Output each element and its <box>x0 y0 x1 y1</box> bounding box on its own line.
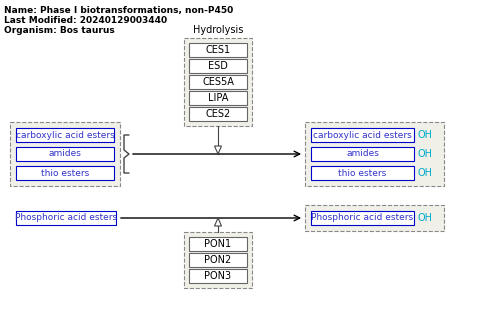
FancyBboxPatch shape <box>311 128 414 142</box>
Text: carboxylic acid esters: carboxylic acid esters <box>16 131 114 140</box>
FancyBboxPatch shape <box>305 122 444 186</box>
Text: Name: Phase I biotransformations, non-P450: Name: Phase I biotransformations, non-P4… <box>4 6 233 15</box>
Text: LIPA: LIPA <box>208 93 228 103</box>
FancyBboxPatch shape <box>311 166 414 180</box>
Text: amides: amides <box>346 150 379 158</box>
Text: thio esters: thio esters <box>338 168 386 177</box>
Text: Last Modified: 20240129003440: Last Modified: 20240129003440 <box>4 16 167 25</box>
Polygon shape <box>215 218 221 226</box>
FancyBboxPatch shape <box>305 205 444 231</box>
FancyBboxPatch shape <box>189 91 247 105</box>
FancyBboxPatch shape <box>184 232 252 288</box>
FancyBboxPatch shape <box>189 237 247 251</box>
Text: PON2: PON2 <box>204 255 232 265</box>
Text: ESD: ESD <box>208 61 228 71</box>
Text: amides: amides <box>48 150 82 158</box>
FancyBboxPatch shape <box>16 211 116 225</box>
FancyBboxPatch shape <box>10 122 120 186</box>
Text: OH: OH <box>418 168 433 178</box>
Text: CES5A: CES5A <box>202 77 234 87</box>
FancyBboxPatch shape <box>16 128 114 142</box>
Text: PON3: PON3 <box>204 271 231 281</box>
Text: OH: OH <box>418 130 433 140</box>
FancyBboxPatch shape <box>16 147 114 161</box>
FancyBboxPatch shape <box>189 253 247 267</box>
FancyBboxPatch shape <box>189 59 247 73</box>
FancyBboxPatch shape <box>184 38 252 126</box>
Text: Organism: Bos taurus: Organism: Bos taurus <box>4 26 115 35</box>
FancyBboxPatch shape <box>311 211 414 225</box>
FancyBboxPatch shape <box>311 147 414 161</box>
FancyBboxPatch shape <box>189 269 247 283</box>
Text: Hydrolysis: Hydrolysis <box>193 25 243 35</box>
FancyBboxPatch shape <box>16 166 114 180</box>
Text: carboxylic acid esters: carboxylic acid esters <box>313 131 412 140</box>
Text: thio esters: thio esters <box>41 168 89 177</box>
FancyBboxPatch shape <box>189 107 247 121</box>
Text: PON1: PON1 <box>204 239 231 249</box>
Text: OH: OH <box>418 149 433 159</box>
Text: Phosphoric acid esters: Phosphoric acid esters <box>15 213 117 223</box>
FancyBboxPatch shape <box>189 43 247 57</box>
Text: Phosphoric acid esters: Phosphoric acid esters <box>312 213 414 223</box>
Text: OH: OH <box>418 213 433 223</box>
Polygon shape <box>215 146 221 154</box>
Text: CES2: CES2 <box>205 109 230 119</box>
Text: CES1: CES1 <box>205 45 230 55</box>
FancyBboxPatch shape <box>189 75 247 89</box>
